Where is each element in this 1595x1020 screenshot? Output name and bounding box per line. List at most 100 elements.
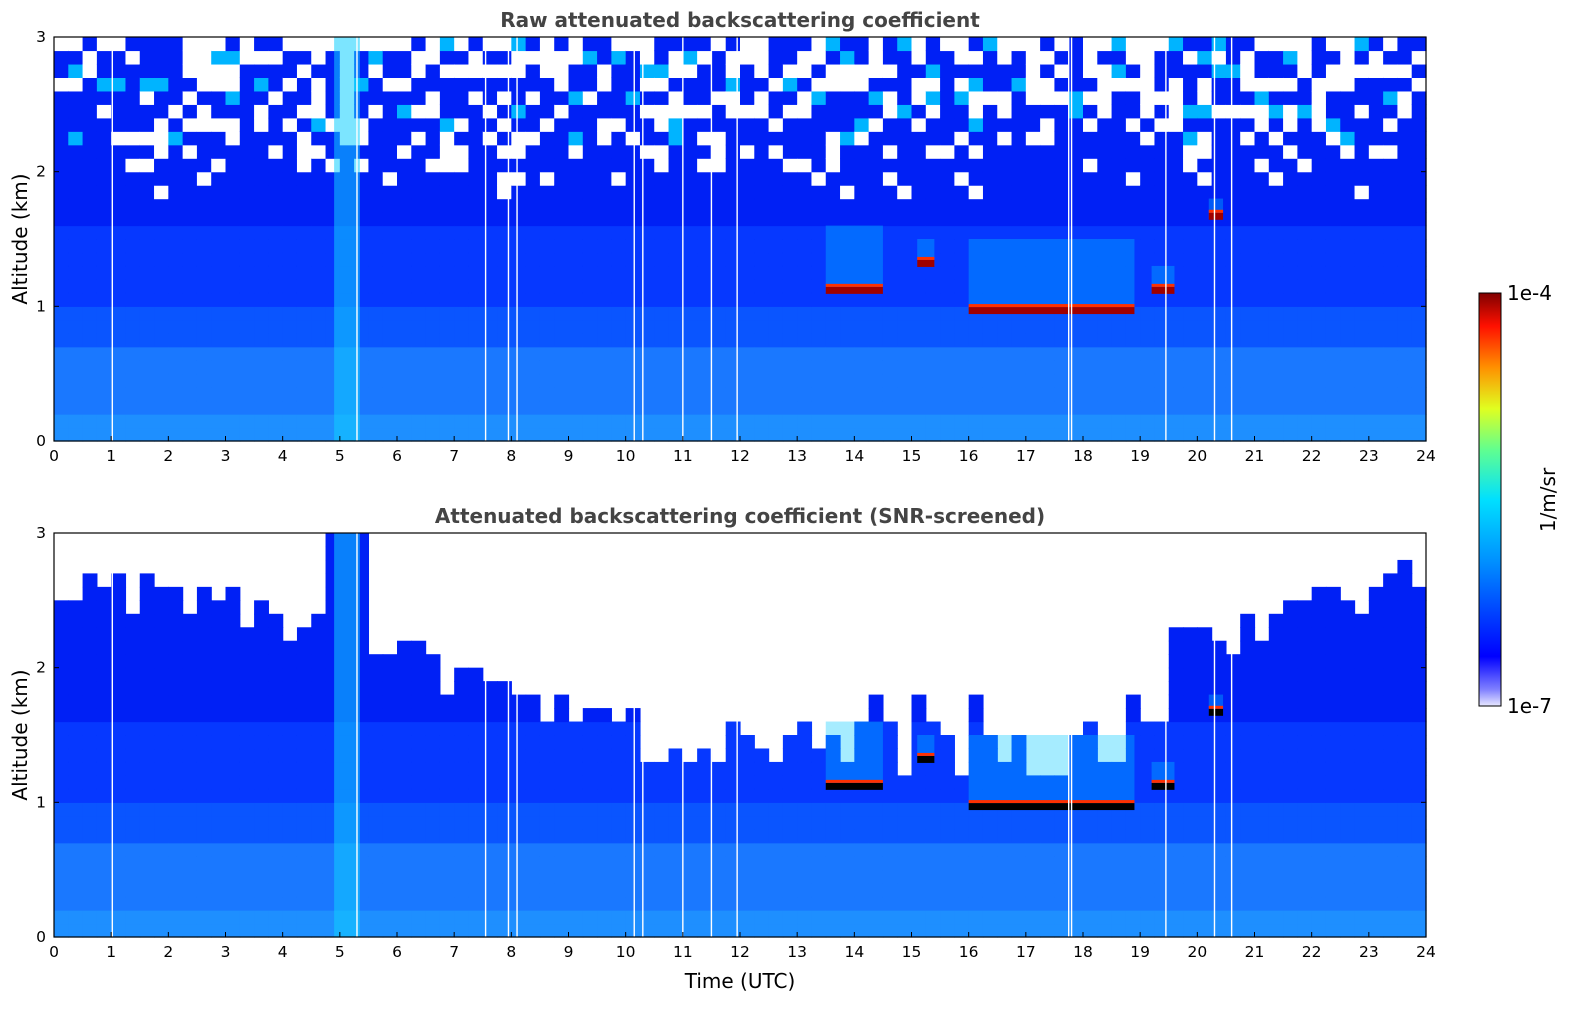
heatmap-cell: [582, 896, 598, 911]
heatmap-cell: [754, 788, 770, 803]
heatmap-cell: [239, 640, 255, 655]
heatmap-cell: [1125, 400, 1141, 415]
heatmap-cell: [439, 131, 455, 146]
heatmap-cell: [1311, 896, 1327, 911]
heatmap-cell: [1197, 171, 1213, 186]
heatmap-cell: [468, 387, 484, 402]
heatmap-cell: [997, 856, 1013, 871]
heatmap-cell: [1083, 829, 1098, 844]
heatmap-cell: [497, 883, 512, 898]
heatmap-cell: [196, 694, 212, 709]
heatmap-cell: [111, 761, 127, 776]
heatmap-cell: [68, 131, 84, 146]
heatmap-cell: [1154, 360, 1170, 375]
heatmap-cell: [1354, 239, 1370, 254]
heatmap-cell: [882, 400, 898, 415]
heatmap-cell: [682, 37, 698, 52]
heatmap-cell: [725, 104, 741, 119]
heatmap-cell: [1297, 212, 1313, 227]
heatmap-cell: [1168, 104, 1184, 119]
heatmap-cell: [982, 171, 998, 186]
heatmap-cell: [639, 788, 655, 803]
heatmap-cell: [568, 856, 584, 871]
heatmap-cell: [1254, 77, 1270, 92]
heatmap-cell: [997, 37, 1013, 52]
heatmap-cell: [368, 131, 384, 146]
heatmap-cell: [868, 694, 884, 709]
heatmap-cell: [625, 360, 641, 375]
heatmap-cell: [1011, 117, 1027, 132]
heatmap-cell: [1168, 333, 1184, 348]
heatmap-cell: [82, 427, 98, 442]
heatmap-cell: [1340, 896, 1356, 911]
heatmap-cell: [725, 373, 741, 388]
heatmap-cell: [1297, 427, 1313, 442]
heatmap-cell: [1268, 144, 1284, 159]
heatmap-cell: [525, 869, 541, 884]
heatmap-cell: [125, 158, 141, 173]
heatmap-cell: [854, 923, 870, 938]
heatmap-cell: [840, 63, 855, 78]
heatmap-cell: [1097, 144, 1113, 159]
heatmap-cell: [654, 842, 670, 857]
heatmap-cell: [1397, 761, 1413, 776]
heatmap-cell: [382, 387, 398, 402]
heatmap-cell: [68, 104, 84, 119]
heatmap-cell: [1154, 185, 1170, 200]
heatmap-cell: [740, 373, 755, 388]
heatmap-cell: [997, 198, 1013, 213]
heatmap-cell: [397, 90, 412, 105]
heatmap-cell: [439, 90, 455, 105]
heatmap-cell: [68, 77, 84, 92]
heatmap-cell: [740, 144, 755, 159]
heatmap-cell: [282, 735, 298, 750]
heatmap-cell: [68, 63, 84, 78]
heatmap-cell: [897, 185, 913, 200]
heatmap-cell: [840, 788, 855, 803]
heatmap-cell: [196, 185, 212, 200]
heatmap-cell: [1025, 117, 1041, 132]
heatmap-cell: [968, 171, 984, 186]
heatmap-cell: [254, 104, 269, 119]
heatmap-cell: [1211, 681, 1227, 696]
heatmap-cell: [1354, 788, 1370, 803]
heatmap-cell: [1168, 721, 1184, 736]
heatmap-cell: [125, 910, 141, 925]
heatmap-cell: [597, 158, 612, 173]
heatmap-cell: [897, 158, 913, 173]
heatmap-cell: [211, 427, 227, 442]
x-tick-label: 5: [335, 943, 345, 961]
heatmap-cell: [997, 427, 1013, 442]
heatmap-cell: [497, 239, 512, 254]
heatmap-cell: [982, 131, 998, 146]
heatmap-cell: [125, 708, 141, 723]
x-axis-label: Time (UTC): [684, 969, 796, 993]
heatmap-cell: [725, 910, 741, 925]
heatmap-cell: [797, 279, 813, 294]
heatmap-cell: [1168, 239, 1184, 254]
heatmap-cell: [154, 400, 169, 415]
heatmap-cell: [1083, 212, 1098, 227]
heatmap-cell: [768, 414, 784, 429]
heatmap-cell: [111, 802, 127, 817]
heatmap-cell: [211, 37, 227, 52]
heatmap-cell: [754, 63, 770, 78]
heatmap-cell: [1040, 117, 1056, 132]
heatmap-cell: [268, 788, 284, 803]
heatmap-cell: [1197, 265, 1213, 280]
heatmap-cell: [1254, 387, 1270, 402]
heatmap-cell: [254, 373, 269, 388]
heatmap-cell: [1183, 681, 1198, 696]
heatmap-cell: [397, 721, 412, 736]
heatmap-cell: [811, 198, 827, 213]
heatmap-cell: [439, 748, 455, 763]
heatmap-cell: [554, 400, 570, 415]
heatmap-cell: [211, 131, 227, 146]
heatmap-cell: [282, 775, 298, 790]
heatmap-cell: [439, 815, 455, 830]
heatmap-cell: [682, 212, 698, 227]
heatmap-cell: [1283, 104, 1298, 119]
heatmap-cell: [282, 144, 298, 159]
heatmap-cell: [482, 171, 498, 186]
